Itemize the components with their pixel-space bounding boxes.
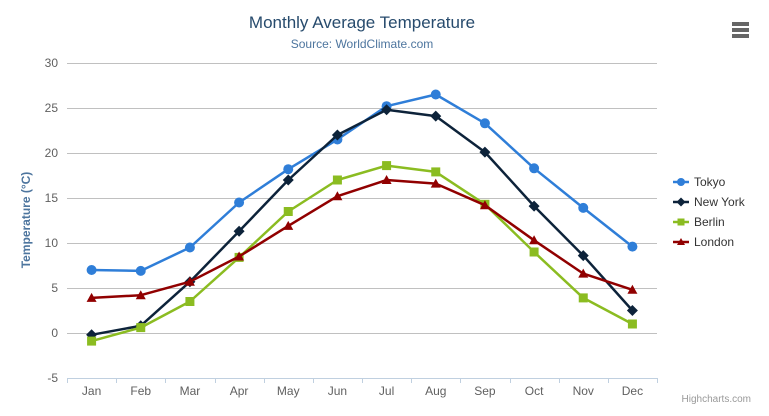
series-line-berlin — [90, 164, 634, 343]
legend-label: Berlin — [694, 215, 725, 229]
chart-subtitle: Source: WorldClimate.com — [290, 37, 434, 51]
y-axis-title: Temperature (°C) — [19, 171, 33, 269]
legend-marker-circle-icon — [673, 178, 689, 186]
y-tick-label: 25 — [45, 101, 59, 115]
legend-item-berlin[interactable]: Berlin — [673, 212, 745, 232]
data-point-berlin-dec[interactable] — [627, 319, 637, 329]
data-point-new-york-dec[interactable] — [626, 305, 638, 316]
x-tick-label: Feb — [130, 384, 151, 398]
data-point-london-sep[interactable] — [479, 200, 490, 210]
data-point-berlin-nov[interactable] — [578, 293, 588, 303]
series-london[interactable] — [86, 175, 638, 302]
data-point-london-jan[interactable] — [86, 292, 97, 302]
y-tick-label: 15 — [45, 191, 59, 205]
x-axis — [67, 378, 658, 383]
series-tokyo[interactable] — [86, 89, 638, 276]
x-axis-labels: Jan Feb Mar Apr May Jun Jul Aug Sep Oct Nov Dec — [82, 384, 643, 398]
series-line-tokyo — [90, 93, 634, 273]
gridlines — [67, 63, 657, 379]
data-point-tokyo-may[interactable] — [283, 164, 294, 175]
data-point-new-york-sep[interactable] — [479, 146, 491, 158]
legend: Tokyo New York Berlin London — [673, 172, 745, 252]
data-point-new-york-aug[interactable] — [430, 110, 442, 122]
legend-label: London — [694, 235, 735, 249]
series-line-new-york — [90, 108, 634, 337]
data-point-tokyo-apr[interactable] — [234, 197, 245, 208]
data-point-london-jul[interactable] — [381, 175, 392, 184]
data-point-new-york-jun[interactable] — [331, 129, 343, 141]
data-point-tokyo-feb[interactable] — [135, 265, 146, 276]
data-point-tokyo-oct[interactable] — [529, 163, 540, 174]
data-point-new-york-apr[interactable] — [233, 225, 245, 237]
data-point-london-dec[interactable] — [627, 284, 638, 294]
y-tick-label: -5 — [47, 371, 58, 385]
data-point-london-oct[interactable] — [529, 235, 540, 245]
data-point-london-apr[interactable] — [234, 251, 245, 261]
data-point-berlin-jul[interactable] — [382, 161, 392, 171]
data-point-tokyo-nov[interactable] — [578, 202, 589, 213]
data-point-new-york-may[interactable] — [282, 174, 294, 186]
data-point-berlin-mar[interactable] — [185, 297, 195, 306]
y-tick-label: 5 — [51, 281, 58, 295]
data-point-berlin-aug[interactable] — [431, 167, 441, 177]
data-point-london-nov[interactable] — [578, 268, 589, 278]
data-point-new-york-oct[interactable] — [528, 200, 540, 212]
legend-item-new-york[interactable]: New York — [673, 192, 745, 212]
legend-marker-diamond-icon — [673, 197, 689, 207]
data-point-new-york-jul[interactable] — [381, 104, 393, 116]
x-tick-label: Nov — [573, 384, 594, 398]
data-point-tokyo-dec[interactable] — [627, 241, 638, 252]
data-point-new-york-nov[interactable] — [577, 250, 589, 262]
data-point-london-mar[interactable] — [184, 276, 195, 286]
data-point-london-may[interactable] — [283, 220, 294, 230]
x-tick-label: Jul — [379, 384, 394, 398]
data-point-berlin-jan[interactable] — [87, 336, 97, 346]
x-tick-label: Dec — [622, 384, 643, 398]
x-tick-label: Aug — [425, 384, 446, 398]
x-tick-label: Jan — [82, 384, 101, 398]
y-tick-label: 20 — [45, 146, 59, 160]
hamburger-icon — [732, 22, 750, 38]
data-point-berlin-may[interactable] — [283, 207, 293, 216]
chart-title: Monthly Average Temperature — [248, 13, 476, 32]
series-line-london — [90, 178, 634, 300]
credits-link[interactable]: Highcharts.com — [681, 394, 751, 405]
series-new-york[interactable] — [86, 104, 638, 341]
data-point-london-jun[interactable] — [332, 191, 343, 201]
legend-item-london[interactable]: London — [673, 232, 745, 252]
context-menu-button[interactable] — [731, 21, 751, 39]
y-tick-label: 0 — [51, 326, 58, 340]
y-axis-labels: -5 0 5 10 15 20 25 30 — [45, 56, 59, 385]
legend-label: Tokyo — [694, 175, 726, 189]
y-tick-label: 30 — [45, 56, 59, 70]
data-point-tokyo-aug[interactable] — [430, 89, 441, 100]
y-tick-label: 10 — [45, 236, 59, 250]
legend-item-tokyo[interactable]: Tokyo — [673, 172, 745, 192]
x-tick-label: Oct — [525, 384, 544, 398]
data-point-berlin-feb[interactable] — [136, 323, 146, 333]
data-point-tokyo-jan[interactable] — [86, 265, 97, 275]
legend-label: New York — [694, 195, 745, 209]
x-tick-label: Apr — [230, 384, 249, 398]
data-point-london-feb[interactable] — [135, 290, 146, 300]
legend-marker-triangle-icon — [673, 238, 689, 245]
x-tick-label: Jun — [328, 384, 347, 398]
x-tick-label: Sep — [474, 384, 496, 398]
data-point-berlin-oct[interactable] — [529, 247, 539, 257]
x-tick-label: May — [277, 384, 300, 398]
data-point-london-aug[interactable] — [430, 178, 441, 188]
data-point-berlin-jun[interactable] — [332, 175, 342, 185]
data-point-tokyo-mar[interactable] — [184, 242, 195, 253]
data-point-tokyo-sep[interactable] — [479, 118, 490, 129]
legend-marker-square-icon — [673, 218, 689, 226]
x-tick-label: Mar — [180, 384, 201, 398]
